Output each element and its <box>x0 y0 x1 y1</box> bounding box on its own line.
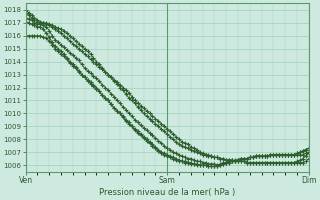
X-axis label: Pression niveau de la mer( hPa ): Pression niveau de la mer( hPa ) <box>99 188 235 197</box>
